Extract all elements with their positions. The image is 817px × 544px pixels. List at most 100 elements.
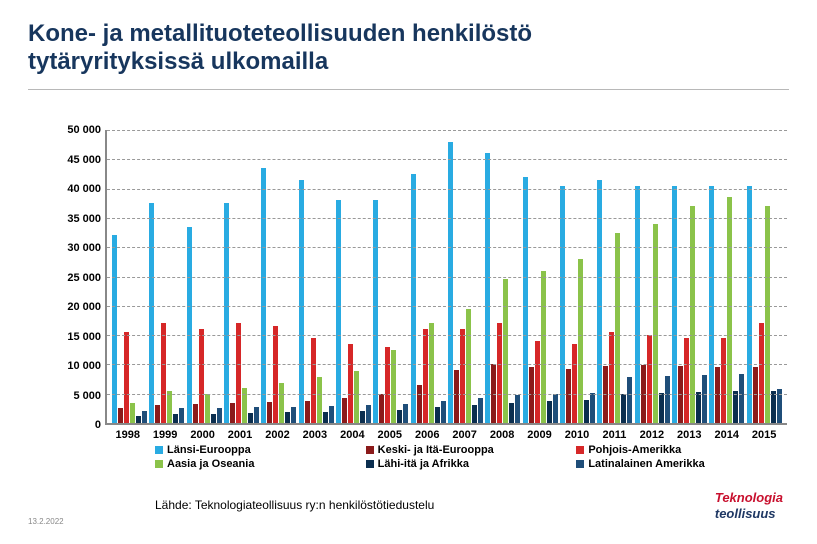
- x-tick-label: 2010: [558, 425, 595, 441]
- bar: [765, 206, 770, 423]
- legend-label: Latinalainen Amerikka: [588, 458, 704, 470]
- bar: [747, 186, 752, 423]
- bar: [305, 401, 310, 423]
- legend-item: Latinalainen Amerikka: [576, 458, 787, 470]
- bar: [329, 406, 334, 423]
- gridline: [107, 277, 787, 278]
- bar: [136, 416, 141, 423]
- gridline: [107, 306, 787, 307]
- bar: [759, 323, 764, 423]
- legend-swatch: [366, 460, 374, 468]
- legend-item: Pohjois-Amerikka: [576, 444, 787, 456]
- bar: [291, 407, 296, 423]
- bar: [193, 404, 198, 423]
- bar: [621, 394, 626, 423]
- bar: [709, 186, 714, 423]
- gridline: [107, 394, 787, 395]
- bar: [217, 408, 222, 423]
- bar: [211, 414, 216, 423]
- bar: [553, 394, 558, 423]
- bar: [647, 335, 652, 423]
- bar: [733, 391, 738, 423]
- bar: [317, 377, 322, 423]
- bar: [635, 186, 640, 423]
- legend-swatch: [576, 446, 584, 454]
- bar: [248, 413, 253, 423]
- bar: [267, 402, 272, 423]
- bar: [236, 323, 241, 423]
- legend-label: Keski- ja Itä-Eurooppa: [378, 444, 494, 456]
- bar: [411, 174, 416, 423]
- y-tick-label: 10 000: [67, 360, 101, 372]
- bar: [417, 385, 422, 423]
- bar: [665, 376, 670, 423]
- bar: [348, 344, 353, 423]
- y-tick-label: 35 000: [67, 213, 101, 225]
- legend-label: Lähi-itä ja Afrikka: [378, 458, 469, 470]
- bar: [323, 412, 328, 423]
- x-tick-label: 2002: [259, 425, 296, 441]
- bar: [336, 200, 341, 423]
- bar: [702, 375, 707, 423]
- bar: [118, 408, 123, 423]
- bar: [454, 370, 459, 423]
- bar: [254, 407, 259, 423]
- title-divider: [28, 89, 789, 90]
- gridline: [107, 159, 787, 160]
- bar: [696, 392, 701, 423]
- legend-swatch: [155, 460, 163, 468]
- bar: [179, 408, 184, 423]
- bar: [560, 186, 565, 423]
- bar: [205, 394, 210, 423]
- gridline: [107, 218, 787, 219]
- bar: [597, 180, 602, 423]
- x-tick-label: 2001: [221, 425, 258, 441]
- bar: [541, 271, 546, 423]
- bar: [503, 279, 508, 423]
- legend-swatch: [366, 446, 374, 454]
- gridline: [107, 189, 787, 190]
- bar: [448, 142, 453, 423]
- bar: [721, 338, 726, 423]
- y-tick-label: 20 000: [67, 301, 101, 313]
- x-tick-label: 1999: [146, 425, 183, 441]
- bar: [403, 404, 408, 423]
- bar-chart: 05 00010 00015 00020 00025 00030 00035 0…: [55, 130, 787, 425]
- y-tick-label: 50 000: [67, 124, 101, 136]
- bar: [429, 323, 434, 423]
- title-line-1: Kone- ja metallituoteteollisuuden henkil…: [28, 20, 532, 47]
- x-axis: 1998199920002001200220032004200520062007…: [105, 425, 787, 441]
- bar: [672, 186, 677, 423]
- y-axis: 05 00010 00015 00020 00025 00030 00035 0…: [55, 130, 105, 425]
- bar: [397, 410, 402, 423]
- bar: [535, 341, 540, 423]
- bar: [279, 383, 284, 423]
- gridline: [107, 130, 787, 131]
- legend-item: Länsi-Eurooppa: [155, 444, 366, 456]
- y-tick-label: 15 000: [67, 331, 101, 343]
- x-tick-label: 2003: [296, 425, 333, 441]
- bar: [385, 347, 390, 423]
- bar: [627, 377, 632, 423]
- x-tick-label: 2005: [371, 425, 408, 441]
- bar: [739, 374, 744, 423]
- bar: [142, 411, 147, 423]
- legend-item: Keski- ja Itä-Eurooppa: [366, 444, 577, 456]
- bar: [224, 203, 229, 423]
- brand-line-1: Teknologia: [715, 490, 783, 505]
- bar: [472, 405, 477, 423]
- bar: [161, 323, 166, 423]
- legend-swatch: [576, 460, 584, 468]
- x-tick-label: 2004: [334, 425, 371, 441]
- bar: [354, 371, 359, 423]
- x-tick-label: 2000: [184, 425, 221, 441]
- legend-swatch: [155, 446, 163, 454]
- bar: [230, 403, 235, 423]
- bar: [690, 206, 695, 423]
- legend-item: Aasia ja Oseania: [155, 458, 366, 470]
- date-stamp: 13.2.2022: [28, 517, 64, 526]
- bar: [311, 338, 316, 423]
- legend-label: Aasia ja Oseania: [167, 458, 254, 470]
- bar: [366, 405, 371, 423]
- bar: [360, 411, 365, 423]
